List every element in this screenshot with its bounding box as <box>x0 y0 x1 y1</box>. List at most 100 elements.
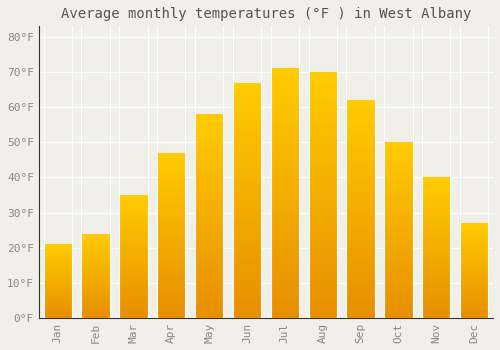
Bar <box>195 248 224 253</box>
Bar <box>119 306 148 308</box>
Bar <box>44 308 72 309</box>
Bar <box>422 270 450 273</box>
Bar <box>233 87 261 92</box>
Bar <box>195 155 224 159</box>
Bar <box>233 304 261 309</box>
Bar <box>384 149 412 153</box>
Bar <box>44 293 72 294</box>
Bar <box>119 310 148 313</box>
Bar <box>308 229 337 234</box>
Bar <box>460 263 488 265</box>
Bar <box>233 219 261 224</box>
Bar <box>157 301 186 305</box>
Bar <box>119 200 148 202</box>
Bar <box>157 222 186 225</box>
Bar <box>157 182 186 186</box>
Bar <box>195 265 224 269</box>
Bar <box>233 261 261 266</box>
Bar <box>422 228 450 231</box>
Bar <box>422 197 450 200</box>
Bar <box>384 279 412 283</box>
Bar <box>460 307 488 308</box>
Bar <box>82 299 110 301</box>
Bar <box>119 219 148 222</box>
Bar <box>195 253 224 257</box>
Bar <box>44 272 72 274</box>
Bar <box>346 196 375 200</box>
Bar <box>270 158 299 163</box>
Bar <box>82 233 110 235</box>
Bar <box>308 146 337 151</box>
Bar <box>157 169 186 173</box>
Bar <box>195 200 224 204</box>
Bar <box>233 252 261 257</box>
Bar <box>460 265 488 267</box>
Bar <box>460 223 488 225</box>
Bar <box>44 316 72 318</box>
Bar <box>157 282 186 285</box>
Bar <box>422 177 450 180</box>
Bar <box>44 281 72 282</box>
Bar <box>308 254 337 259</box>
Bar <box>460 295 488 297</box>
Bar <box>119 315 148 318</box>
Bar <box>346 270 375 274</box>
Bar <box>233 280 261 285</box>
Bar <box>346 135 375 139</box>
Bar <box>422 186 450 189</box>
Bar <box>422 222 450 225</box>
Bar <box>422 180 450 183</box>
Bar <box>384 219 412 223</box>
Bar <box>270 218 299 223</box>
Bar <box>44 290 72 292</box>
Bar <box>270 93 299 98</box>
Bar <box>460 310 488 312</box>
Bar <box>384 297 412 300</box>
Bar <box>119 271 148 274</box>
Bar <box>384 170 412 174</box>
Bar <box>384 272 412 276</box>
Bar <box>270 148 299 153</box>
Bar <box>308 136 337 141</box>
Bar <box>422 214 450 217</box>
Bar <box>270 74 299 78</box>
Bar <box>270 233 299 238</box>
Bar <box>384 241 412 244</box>
Bar <box>384 251 412 255</box>
Bar <box>270 203 299 208</box>
Bar <box>308 126 337 131</box>
Bar <box>44 278 72 280</box>
Bar <box>384 258 412 262</box>
Bar <box>233 299 261 304</box>
Bar <box>270 163 299 168</box>
Bar <box>384 276 412 279</box>
Bar <box>422 276 450 279</box>
Bar <box>384 265 412 269</box>
Bar <box>346 257 375 261</box>
Bar <box>422 259 450 262</box>
Bar <box>233 196 261 200</box>
Bar <box>422 225 450 228</box>
Bar <box>157 259 186 262</box>
Bar <box>346 109 375 113</box>
Bar <box>460 229 488 231</box>
Bar <box>346 309 375 314</box>
Bar <box>308 121 337 126</box>
Bar <box>233 275 261 280</box>
Bar <box>346 283 375 287</box>
Bar <box>422 301 450 304</box>
Bar <box>195 196 224 200</box>
Bar <box>119 298 148 301</box>
Bar <box>233 158 261 162</box>
Bar <box>422 298 450 301</box>
Bar <box>270 83 299 89</box>
Bar <box>422 262 450 265</box>
Bar <box>346 148 375 152</box>
Bar <box>346 248 375 253</box>
Bar <box>157 193 186 196</box>
Bar <box>44 269 72 271</box>
Bar <box>157 298 186 301</box>
Bar <box>82 269 110 271</box>
Bar <box>195 139 224 143</box>
Bar <box>346 100 375 104</box>
